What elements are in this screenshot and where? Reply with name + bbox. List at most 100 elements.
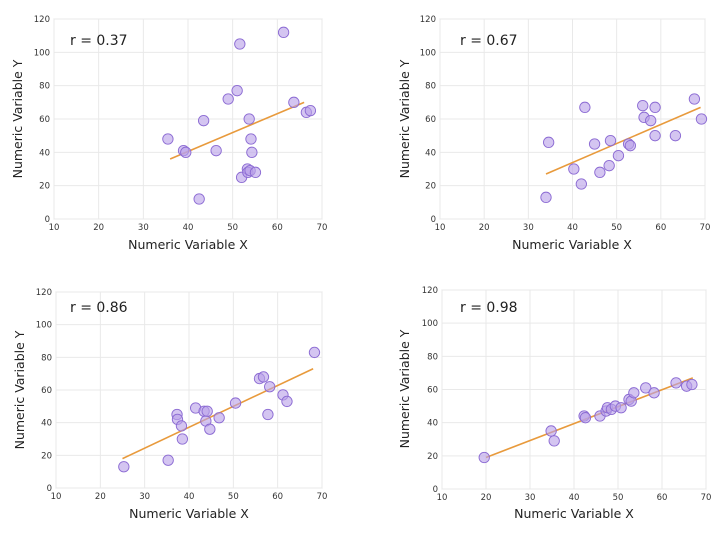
scatter-point bbox=[615, 402, 627, 414]
y-axis-title: Numeric Variable Y bbox=[12, 330, 27, 449]
y-tick-labels-1: 0 20 40 60 80 100 120 bbox=[34, 15, 50, 225]
y-tick-label: 20 bbox=[427, 452, 438, 462]
scatter-point bbox=[649, 130, 661, 142]
scatter-point bbox=[162, 454, 174, 466]
y-tick-label: 120 bbox=[34, 15, 50, 25]
scatter-point bbox=[579, 412, 592, 424]
scatter-point bbox=[645, 115, 657, 127]
y-axis-title: Numeric Variable Y bbox=[397, 329, 412, 448]
scatter-point bbox=[669, 130, 682, 142]
y-tick-labels-4: 0 20 40 60 80 100 120 bbox=[422, 286, 438, 495]
scatter-point bbox=[245, 133, 257, 145]
x-tick-label: 10 bbox=[51, 492, 62, 502]
correlation-label: r = 0.86 bbox=[70, 300, 128, 316]
y-axis-title: Numeric Variable Y bbox=[10, 59, 25, 178]
y-axis-title: Numeric Variable Y bbox=[397, 59, 412, 178]
scatter-point bbox=[243, 113, 255, 125]
grid-3 bbox=[55, 291, 323, 489]
scatter-point bbox=[288, 96, 300, 108]
x-tick-label: 20 bbox=[479, 223, 490, 233]
scatter-point bbox=[210, 145, 222, 157]
scatter-point bbox=[695, 113, 708, 125]
x-tick-label: 60 bbox=[272, 223, 283, 233]
trend-line bbox=[169, 101, 305, 160]
x-tick-label: 50 bbox=[227, 223, 238, 233]
y-tick-label: 60 bbox=[39, 115, 50, 125]
scatter-point bbox=[264, 381, 276, 393]
scatter-point bbox=[213, 412, 225, 424]
scatter-point bbox=[304, 105, 317, 117]
scatter-point bbox=[686, 378, 698, 391]
y-tick-label: 80 bbox=[427, 352, 438, 362]
scatter-point bbox=[624, 140, 637, 152]
scatter-point bbox=[277, 26, 290, 38]
y-tick-label: 20 bbox=[425, 182, 436, 192]
y-tick-label: 40 bbox=[425, 148, 436, 158]
y-tick-label: 60 bbox=[427, 386, 438, 396]
x-tick-label: 40 bbox=[183, 223, 194, 233]
scatter-point bbox=[575, 178, 587, 190]
y-tick-label: 40 bbox=[39, 148, 50, 158]
y-tick-label: 20 bbox=[41, 451, 52, 461]
x-tick-label: 20 bbox=[93, 223, 104, 233]
x-tick-label: 30 bbox=[525, 493, 536, 503]
scatter-point bbox=[231, 85, 243, 97]
scatter-point bbox=[540, 191, 552, 203]
scatter-point bbox=[670, 377, 682, 389]
y-tick-label: 120 bbox=[420, 15, 436, 25]
scatter-point bbox=[568, 163, 580, 175]
correlation-label: r = 0.37 bbox=[70, 33, 128, 49]
x-axis-title: Numeric Variable X bbox=[514, 506, 634, 521]
scatter-point bbox=[648, 387, 660, 399]
x-tick-label: 50 bbox=[613, 493, 624, 503]
y-tick-label: 40 bbox=[427, 419, 438, 429]
x-tick-label: 40 bbox=[184, 492, 195, 502]
y-tick-label: 80 bbox=[425, 82, 436, 92]
x-tick-label: 30 bbox=[523, 223, 534, 233]
y-tick-label: 20 bbox=[39, 182, 50, 192]
y-tick-label: 40 bbox=[41, 419, 52, 429]
x-tick-label: 30 bbox=[139, 492, 150, 502]
point-layer-4 bbox=[478, 377, 698, 464]
x-tick-label: 70 bbox=[317, 492, 328, 502]
point-layer-3 bbox=[118, 346, 321, 473]
x-tick-label: 50 bbox=[228, 492, 239, 502]
x-tick-label: 10 bbox=[49, 223, 60, 233]
scatter-point bbox=[604, 135, 617, 147]
scatter-point bbox=[594, 166, 606, 178]
x-tick-label: 60 bbox=[655, 223, 666, 233]
scatter-point bbox=[688, 93, 701, 105]
y-tick-label: 60 bbox=[425, 115, 436, 125]
scatter-point bbox=[197, 115, 210, 127]
x-tick-label: 50 bbox=[611, 223, 622, 233]
scatter-point bbox=[543, 136, 555, 148]
y-tick-label: 0 bbox=[45, 215, 50, 225]
y-tick-label: 120 bbox=[422, 286, 438, 296]
correlation-label: r = 0.67 bbox=[460, 33, 518, 49]
x-tick-label: 10 bbox=[435, 223, 446, 233]
x-tick-label: 70 bbox=[317, 223, 328, 233]
y-tick-label: 0 bbox=[431, 215, 436, 225]
trend-layer-1 bbox=[169, 101, 305, 160]
scatter-point bbox=[478, 451, 490, 464]
grid-2 bbox=[439, 18, 706, 220]
correlation-label: r = 0.98 bbox=[460, 300, 518, 316]
y-tick-label: 120 bbox=[36, 288, 52, 298]
x-tick-labels-4: 10 20 30 40 50 60 70 bbox=[437, 493, 712, 503]
x-axis-title: Numeric Variable X bbox=[129, 506, 249, 521]
point-layer-1 bbox=[162, 26, 317, 205]
scatter-point bbox=[249, 166, 262, 178]
x-tick-label: 10 bbox=[437, 493, 448, 503]
x-tick-label: 70 bbox=[701, 493, 712, 503]
scatter-point bbox=[193, 193, 205, 205]
scatter-point bbox=[262, 408, 274, 421]
scatter-point bbox=[545, 425, 557, 437]
scatter-point bbox=[612, 150, 625, 162]
x-tick-label: 30 bbox=[138, 223, 149, 233]
scatter-point bbox=[118, 461, 130, 473]
